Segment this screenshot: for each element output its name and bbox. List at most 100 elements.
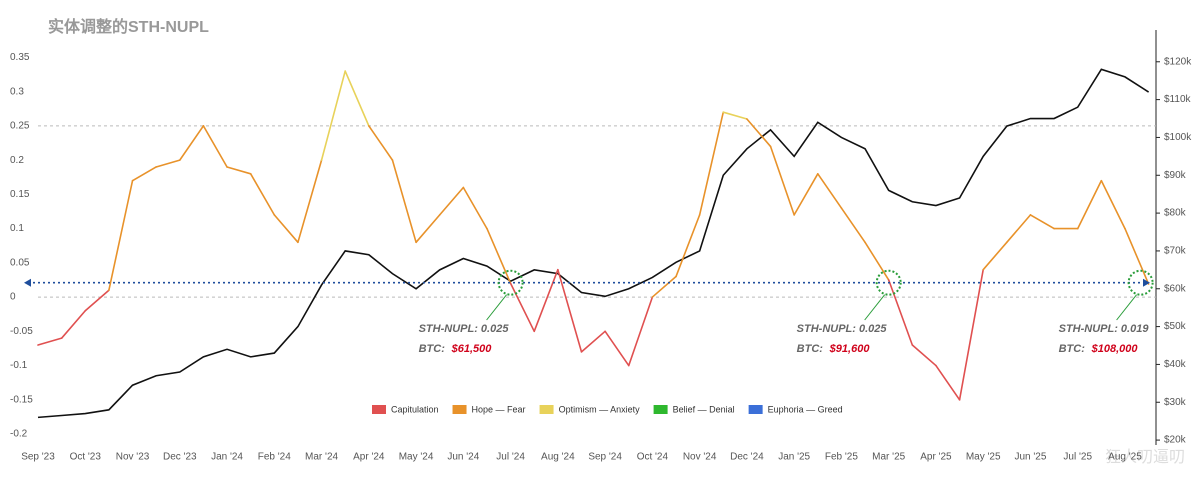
legend-swatch: [653, 405, 668, 414]
nupl-segment: [604, 330, 630, 367]
nupl-segment: [769, 145, 795, 216]
annotation-price-label: BTC:: [419, 343, 446, 355]
x-tick-label: Jul '24: [496, 452, 525, 463]
nupl-segment: [935, 364, 961, 401]
y2-tick-label: $100k: [1164, 132, 1192, 143]
nupl-segment: [982, 241, 1008, 271]
x-tick-label: Aug '24: [541, 452, 575, 463]
nupl-segment: [155, 159, 181, 168]
annotation-price: $61,500: [451, 343, 493, 355]
y2-tick-label: $50k: [1164, 321, 1187, 332]
y-tick-label: 0.3: [10, 86, 24, 97]
annotation-price: $91,600: [829, 343, 871, 355]
legend-swatch: [539, 405, 554, 414]
nupl-segment: [509, 282, 536, 333]
x-tick-label: Sep '24: [588, 452, 622, 463]
y-tick-label: 0.1: [10, 223, 24, 234]
nupl-segment: [108, 179, 134, 292]
x-tick-label: Jan '24: [211, 452, 243, 463]
y-tick-label: -0.2: [10, 429, 28, 440]
y-tick-label: 0.05: [10, 257, 30, 268]
x-tick-label: Apr '24: [353, 452, 385, 463]
x-tick-label: May '24: [399, 452, 434, 463]
annotation-label: STH-NUPL: 0.019: [1059, 323, 1150, 335]
y2-tick-label: $20k: [1164, 435, 1187, 446]
legend-label: Capitulation: [391, 404, 439, 414]
legend-swatch: [372, 405, 386, 414]
x-tick-label: Jun '25: [1014, 452, 1046, 463]
nupl-segment: [557, 268, 583, 353]
highlight-circle: [1127, 269, 1154, 296]
chart-title: 实体调整的STH-NUPL: [48, 17, 209, 36]
nupl-segment: [486, 227, 512, 285]
y2-tick-label: $110k: [1164, 94, 1192, 105]
highlight-circle: [497, 269, 524, 296]
nupl-segment: [84, 289, 110, 312]
x-tick-label: Jun '24: [447, 452, 479, 463]
nupl-segment: [816, 173, 843, 209]
y-tick-label: -0.15: [10, 394, 33, 405]
nupl-segment: [415, 214, 441, 244]
y2-tick-label: $30k: [1164, 397, 1187, 408]
x-tick-label: Aug '25: [1108, 452, 1142, 463]
arrow-right: [1143, 278, 1150, 287]
legend-label: Euphoria — Greed: [768, 404, 843, 414]
nupl-segment: [131, 166, 157, 182]
nupl-segment: [533, 268, 559, 333]
y-tick-label: -0.1: [10, 360, 28, 371]
nupl-segment: [887, 279, 914, 346]
nupl-segment: [793, 173, 819, 216]
y2-tick-label: $120k: [1164, 56, 1192, 67]
nupl-segment: [580, 330, 606, 353]
nupl-segment: [651, 275, 677, 298]
y-tick-label: 0: [10, 292, 16, 303]
nupl-segment: [320, 70, 346, 161]
legend-label: Belief — Denial: [673, 404, 735, 414]
x-tick-label: Nov '23: [116, 452, 150, 463]
y2-tick-label: $40k: [1164, 359, 1187, 370]
annotation-label: STH-NUPL: 0.025: [419, 323, 510, 335]
y-tick-label: 0.15: [10, 189, 30, 200]
x-tick-label: Mar '25: [872, 452, 905, 463]
annotation-price: $108,000: [1091, 343, 1139, 355]
x-tick-label: Feb '25: [825, 452, 858, 463]
x-tick-label: Mar '24: [305, 452, 338, 463]
nupl-segment: [911, 344, 937, 367]
nupl-segment: [1029, 214, 1055, 230]
nupl-segment: [840, 207, 866, 244]
annotation-pointer: [486, 294, 507, 321]
nupl-segment: [178, 125, 205, 161]
x-tick-label: Feb '24: [258, 452, 291, 463]
nupl-segment: [37, 337, 63, 346]
annotation-pointer: [1116, 294, 1138, 321]
annotation-price-label: BTC:: [1059, 343, 1086, 355]
nupl-segment: [864, 241, 890, 281]
y2-tick-label: $60k: [1164, 283, 1187, 294]
legend-label: Hope — Fear: [472, 404, 526, 414]
nupl-segment: [226, 166, 252, 175]
annotation-price-label: BTC:: [797, 343, 824, 355]
x-tick-label: Dec '24: [730, 452, 764, 463]
x-tick-label: Jan '25: [778, 452, 810, 463]
nupl-segment: [1076, 179, 1103, 230]
highlight-circle: [875, 269, 902, 296]
y2-tick-label: $90k: [1164, 170, 1187, 181]
nupl-segment: [722, 111, 748, 120]
nupl-segment: [746, 118, 772, 148]
nupl-segment: [344, 70, 370, 127]
x-tick-label: Apr '25: [920, 452, 952, 463]
y-tick-label: 0.25: [10, 121, 30, 132]
btc-line: [37, 68, 1150, 419]
x-tick-label: Oct '24: [637, 452, 669, 463]
nupl-segment: [368, 125, 394, 161]
x-tick-label: May '25: [966, 452, 1001, 463]
x-tick-label: Dec '23: [163, 452, 197, 463]
nupl-segment: [462, 186, 488, 230]
y2-tick-label: $70k: [1164, 246, 1187, 257]
nupl-segment: [698, 111, 725, 216]
x-tick-label: Nov '24: [683, 452, 717, 463]
nupl-segment: [1100, 179, 1126, 230]
nupl-segment: [958, 268, 985, 401]
legend-swatch: [452, 405, 467, 414]
